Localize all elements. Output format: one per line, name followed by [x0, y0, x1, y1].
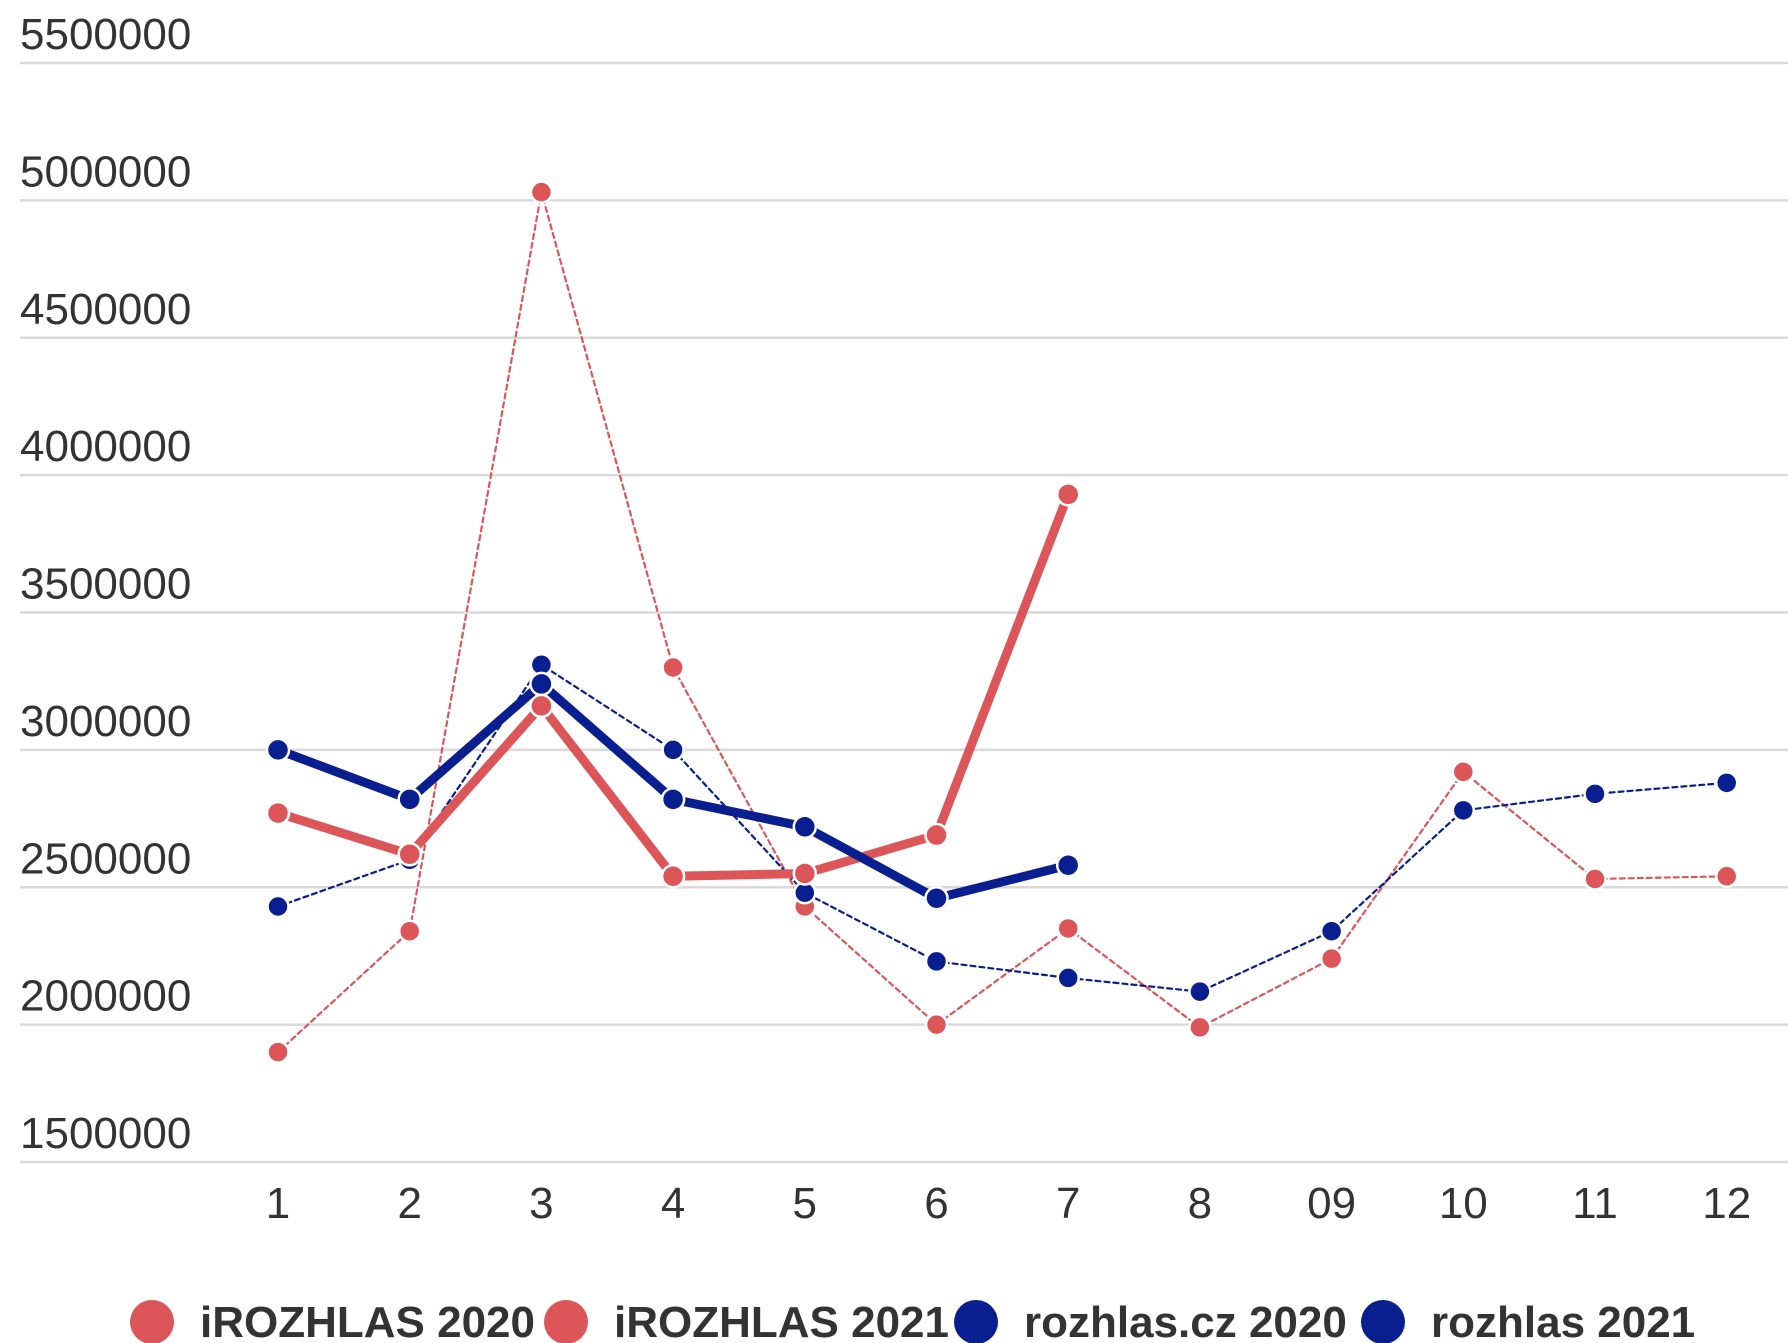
data-point [660, 787, 686, 812]
data-point [1188, 979, 1212, 1004]
x-tick-label: 4 [661, 1179, 685, 1228]
data-point [266, 894, 290, 919]
data-point [529, 671, 554, 697]
data-point [661, 738, 685, 762]
series-line [273, 489, 1073, 881]
legend: iROZHLAS 2020 iROZHLAS 2021 rozhlas.cz 202… [130, 1298, 1695, 1343]
legend-swatch [544, 1300, 588, 1343]
data-point [529, 693, 554, 719]
x-tick-label: 8 [1188, 1179, 1212, 1228]
legend-swatch [130, 1300, 174, 1343]
data-point [661, 655, 685, 680]
data-point [265, 800, 291, 826]
data-point [1714, 771, 1739, 795]
y-tick-label: 5500000 [20, 10, 191, 59]
x-tick-label: 11 [1572, 1179, 1618, 1228]
legend-label: iROZHLAS 2021 [614, 1298, 949, 1343]
data-point [266, 1040, 290, 1064]
data-point [792, 814, 818, 840]
data-point [1451, 798, 1476, 823]
y-tick-label: 5000000 [20, 147, 191, 196]
data-point [1451, 760, 1476, 784]
y-tick-label: 1500000 [20, 1109, 191, 1158]
legend-swatch [954, 1300, 998, 1343]
data-point [1055, 482, 1081, 507]
data-point [924, 949, 949, 974]
y-tick-label: 4500000 [20, 285, 191, 334]
data-point [924, 1012, 949, 1037]
data-point [529, 180, 554, 204]
data-point [1188, 1015, 1212, 1040]
data-point [1319, 946, 1344, 971]
data-point [1319, 919, 1344, 943]
data-point [397, 919, 422, 943]
data-point [1056, 966, 1080, 990]
y-tick-label: 4000000 [20, 422, 191, 471]
data-point [265, 737, 291, 763]
data-point [1714, 864, 1739, 889]
x-tick-label: 6 [924, 1179, 948, 1228]
y-tick-label: 3500000 [20, 560, 191, 609]
series-lines [265, 180, 1739, 1064]
x-tick-label: 1 [266, 1179, 290, 1228]
x-tick-label: 2 [397, 1179, 421, 1228]
series-line [276, 663, 1728, 993]
x-tick-label: 7 [1056, 1179, 1080, 1228]
data-point [660, 864, 686, 889]
x-tick-label: 5 [793, 1179, 817, 1228]
data-point [397, 842, 422, 867]
y-axis-ticks: 1500000 2000000 2500000 3000000 3500000 40000… [20, 10, 191, 1158]
data-point [397, 787, 422, 812]
data-point [1583, 782, 1607, 806]
gridlines [20, 61, 1788, 1164]
y-tick-label: 2000000 [20, 972, 191, 1021]
x-axis-ticks: 1 2 3 4 5 6 7 8 09 10 11 12 [266, 1179, 1751, 1228]
series-line [276, 191, 1728, 1054]
data-point [1056, 916, 1080, 941]
x-tick-label: 3 [529, 1179, 553, 1228]
data-point [1055, 853, 1081, 878]
series-rozhlas-cz-2020 [266, 652, 1739, 1004]
x-tick-label: 09 [1307, 1179, 1356, 1228]
x-tick-label: 12 [1702, 1179, 1751, 1228]
series-irozhlas-2020 [266, 180, 1739, 1064]
y-tick-label: 2500000 [20, 834, 191, 883]
data-point [924, 822, 949, 848]
legend-label: rozhlas 2021 [1431, 1298, 1695, 1343]
legend-label: rozhlas.cz 2020 [1024, 1298, 1347, 1343]
data-point [1583, 867, 1607, 891]
data-point [792, 861, 818, 886]
series-irozhlas-2021 [265, 482, 1081, 889]
legend-swatch [1361, 1300, 1405, 1343]
data-point [924, 885, 949, 911]
series-rozhlas-2021 [265, 671, 1081, 911]
legend-label: iROZHLAS 2020 [200, 1298, 535, 1343]
x-tick-label: 10 [1439, 1179, 1488, 1228]
y-tick-label: 3000000 [20, 697, 191, 746]
